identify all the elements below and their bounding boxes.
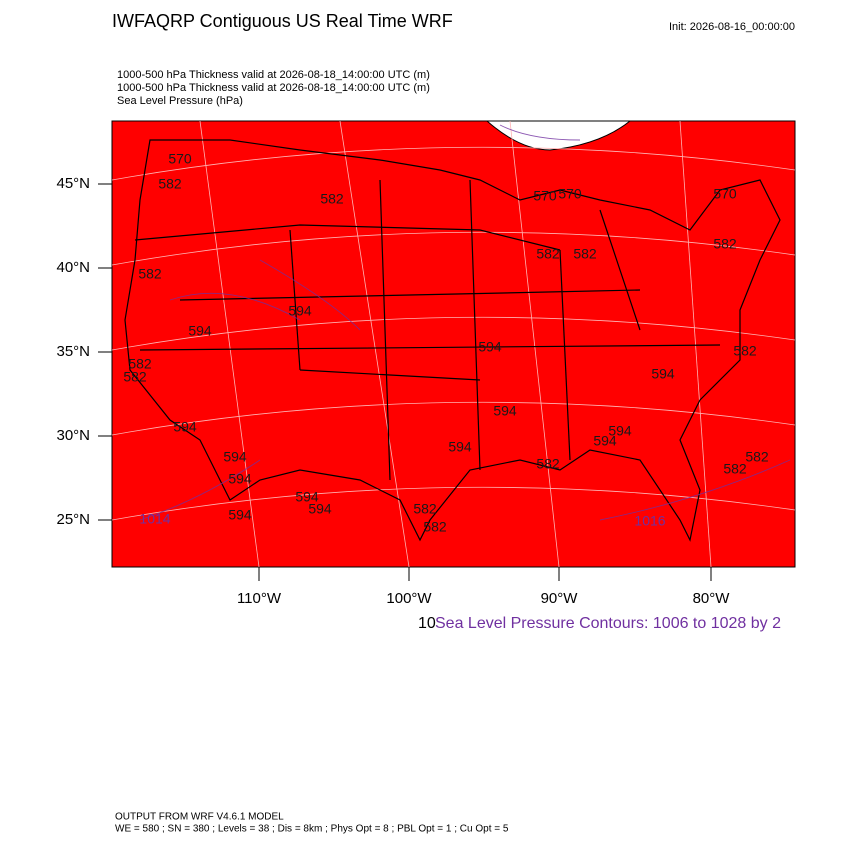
contour-label: 570 [168,151,192,167]
contour-label: 582 [573,246,597,262]
contour-label: 582 [413,501,437,517]
contour-label: 594 [478,339,502,355]
contour-label: 570 [558,186,582,202]
legend-prefix: 10 [418,615,436,632]
contour-label: 582 [423,519,447,535]
contour-label: 594 [651,366,675,382]
lon-label: 100°W [386,590,432,607]
contour-label: 582 [745,449,769,465]
field-label: 1000-500 hPa Thickness valid at 2026-08-… [117,82,430,94]
contour-label: 1016 [634,513,665,529]
field-label: 1000-500 hPa Thickness valid at 2026-08-… [117,69,430,81]
contour-label: 582 [536,246,560,262]
contour-label: 582 [723,461,747,477]
contour-label: 582 [733,343,757,359]
contour-label: 582 [123,369,147,385]
boundaries [124,139,781,542]
map-frame [111,120,796,568]
lat-label: 35°N [56,343,90,360]
lon-label: 110°W [237,590,282,607]
footer: OUTPUT FROM WRF V4.6.1 MODEL [115,812,284,823]
contour-label: 594 [308,501,332,517]
domain-edge [485,120,632,151]
lat-label: 30°N [56,427,90,444]
init-time: Init: 2026-08-16_00:00:00 [669,21,795,33]
lat-label: 40°N [56,259,90,276]
contour-label: 594 [448,439,472,455]
contour-label: 570 [533,188,557,204]
contour-label: 1014 [139,511,170,527]
pressure-contours [139,124,791,521]
contour-label: 582 [128,356,152,372]
contour-label: 582 [320,191,344,207]
contour-label: 594 [223,449,247,465]
contour-label: 594 [493,403,517,419]
contour-label: 594 [228,507,252,523]
lon-label: 80°W [693,590,731,607]
footer: WE = 580 ; SN = 380 ; Levels = 38 ; Dis … [115,824,509,835]
contour-label: 582 [138,266,162,282]
contour-label: 582 [158,176,182,192]
contour-label: 594 [593,433,617,449]
contour-label: 582 [536,456,560,472]
contour-label: 570 [713,186,737,202]
contour-label: 594 [188,323,212,339]
lon-label: 90°W [541,590,579,607]
contour-label: 594 [295,489,319,505]
legend-text: Sea Level Pressure Contours: 1006 to 102… [435,615,781,632]
contour-label: 594 [288,303,312,319]
contour-label: 594 [173,419,197,435]
contour-label: 594 [608,423,632,439]
contour-label: 594 [228,471,252,487]
title: IWFAQRP Contiguous US Real Time WRF [112,11,453,31]
lat-label: 25°N [56,511,90,528]
field-label: Sea Level Pressure (hPa) [117,95,243,107]
lat-label: 45°N [56,175,90,192]
contour-label: 582 [713,236,737,252]
